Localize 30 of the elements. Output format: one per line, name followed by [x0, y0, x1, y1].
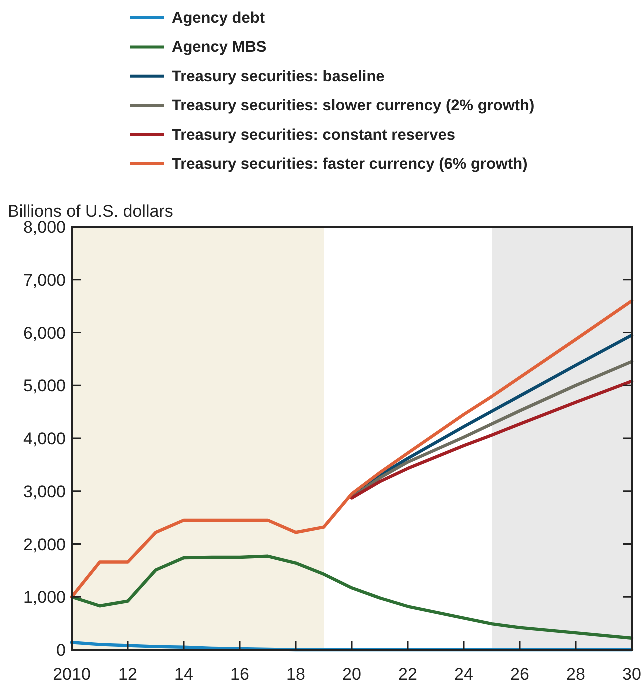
x-tick-label: 30	[622, 665, 642, 684]
y-tick-label: 6,000	[23, 324, 66, 343]
y-tick-label: 8,000	[23, 218, 66, 237]
x-tick-label: 26	[510, 665, 530, 684]
legend-label: Treasury securities: constant reserves	[172, 126, 456, 144]
legend-label: Agency MBS	[172, 39, 267, 56]
x-tick-label: 18	[286, 665, 306, 684]
y-tick-label: 0	[56, 641, 66, 660]
x-tick-label: 24	[454, 665, 474, 684]
x-tick-label: 14	[174, 665, 194, 684]
y-axis-title: Billions of U.S. dollars	[8, 202, 174, 221]
x-tick-label: 16	[230, 665, 250, 684]
y-tick-label: 7,000	[23, 270, 66, 290]
y-tick-label: 2,000	[23, 535, 66, 554]
line-series	[70, 554, 634, 640]
line-series	[70, 641, 634, 652]
x-tick-label: 22	[398, 665, 418, 684]
x-tick-label: 28	[566, 665, 586, 684]
y-tick-label: 3,000	[23, 482, 66, 502]
legend-label: Treasury securities: baseline	[172, 68, 386, 86]
x-tick-label: 12	[118, 665, 138, 684]
y-tick-label: 1,000	[23, 588, 66, 608]
legend-label: Treasury securities: faster currency (6% growth)	[172, 156, 528, 173]
legend-label: Treasury securities: slower currency (2% growth)	[172, 98, 535, 115]
line-series	[70, 299, 634, 599]
y-tick-label: 5,000	[23, 376, 66, 396]
y-tick-label: 4,000	[23, 430, 66, 448]
x-tick-label: 2010	[53, 665, 91, 684]
legend-label: Agency debt	[172, 10, 266, 27]
x-tick-label: 20	[342, 665, 362, 684]
